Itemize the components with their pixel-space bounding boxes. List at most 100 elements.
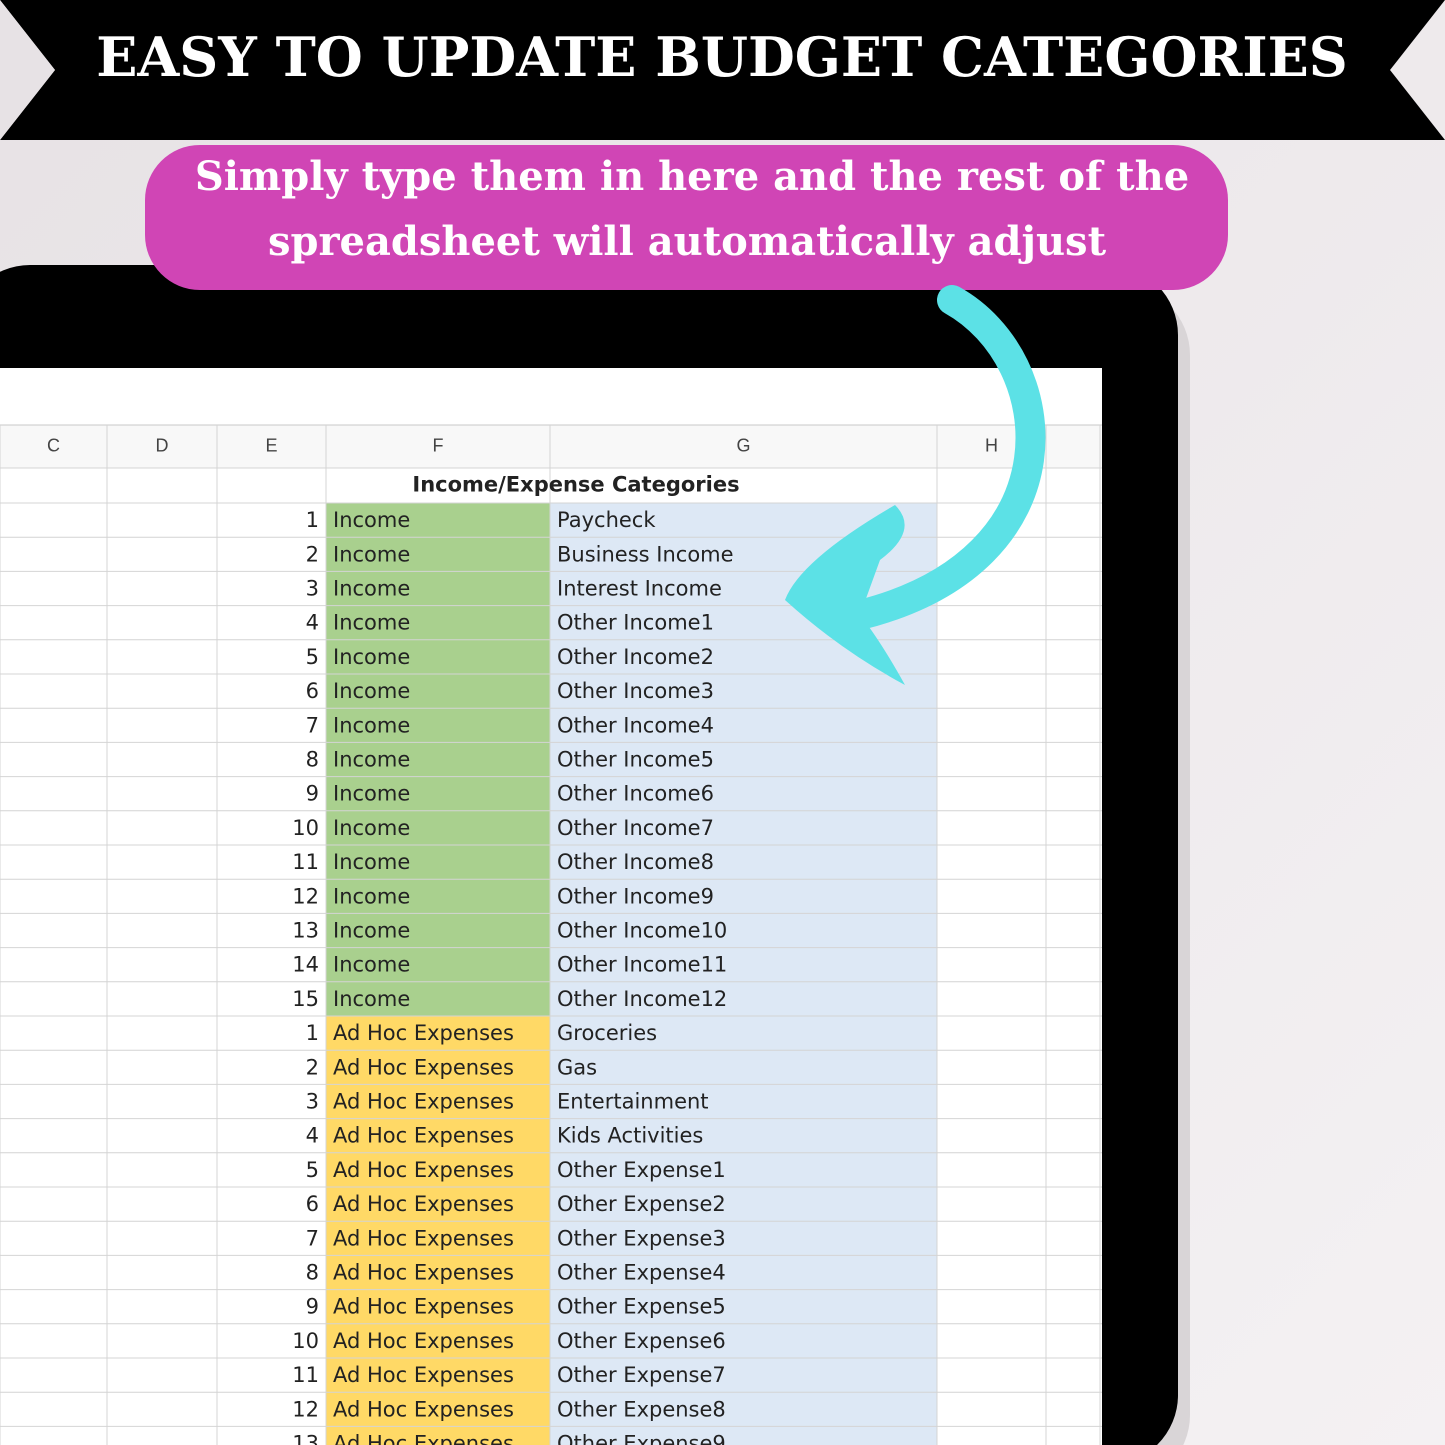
name-cell: [550, 742, 937, 777]
name-cell: [550, 1016, 937, 1051]
row-number: 9: [306, 1295, 319, 1319]
category-name: Interest Income: [557, 577, 722, 601]
category-cell: [326, 776, 550, 811]
category-cell: [326, 947, 550, 982]
row-number: 2: [306, 1055, 319, 1079]
category-name: Other Income8: [557, 850, 714, 874]
category-name: Other Expense4: [557, 1261, 726, 1285]
category-cell: [326, 674, 550, 709]
banner: [0, 0, 1445, 140]
category-cell: [326, 1152, 550, 1187]
name-cell: [550, 1118, 937, 1153]
category-cell: [326, 1289, 550, 1324]
category-cell: [326, 845, 550, 880]
category-cell: [326, 742, 550, 777]
name-cell: [550, 708, 937, 743]
category: Ad Hoc Expenses: [333, 1226, 514, 1250]
row-number: 3: [306, 577, 319, 601]
row-number: 15: [292, 987, 319, 1011]
category-name: Other Expense6: [557, 1329, 726, 1353]
callout-text: Simply type them in here and the rest of…: [195, 153, 1189, 200]
name-cell: [550, 981, 937, 1016]
column-header: F: [433, 435, 444, 455]
category-cell: [326, 1084, 550, 1119]
category-name: Other Income1: [557, 611, 714, 635]
category-name: Other Income6: [557, 782, 714, 806]
category: Income: [333, 987, 410, 1011]
row-number: 4: [306, 1124, 319, 1148]
name-cell: [550, 776, 937, 811]
row-number: 8: [306, 1261, 319, 1285]
category: Income: [333, 645, 410, 669]
category-name: Other Expense9: [557, 1432, 726, 1445]
name-cell: [550, 1289, 937, 1324]
row-number: 1: [306, 1021, 319, 1045]
column-header: H: [985, 435, 998, 455]
name-cell: [550, 1255, 937, 1290]
category-cell: [326, 571, 550, 606]
column-header: G: [736, 435, 750, 455]
row-number: 6: [306, 1192, 319, 1216]
category: Income: [333, 713, 410, 737]
category-name: Groceries: [557, 1021, 657, 1045]
category: Ad Hoc Expenses: [333, 1261, 514, 1285]
category: Ad Hoc Expenses: [333, 1363, 514, 1387]
name-cell: [550, 810, 937, 845]
category-cell: [326, 1426, 550, 1445]
name-cell: [550, 1323, 937, 1358]
category-name: Paycheck: [557, 508, 656, 532]
category: Ad Hoc Expenses: [333, 1329, 514, 1353]
category-name: Other Expense1: [557, 1158, 726, 1182]
arrow-head: [785, 505, 905, 685]
column-header-bar: [0, 425, 1102, 468]
category-cell: [326, 1221, 550, 1256]
category-name: Other Income5: [557, 748, 714, 772]
category: Ad Hoc Expenses: [333, 1090, 514, 1114]
category-cell: [326, 1050, 550, 1085]
column-header: E: [265, 435, 277, 455]
name-cell: [550, 913, 937, 948]
category: Ad Hoc Expenses: [333, 1158, 514, 1182]
name-cell: [550, 879, 937, 914]
row-number: 14: [292, 953, 319, 977]
name-cell: [550, 1358, 937, 1393]
category-name: Entertainment: [557, 1090, 709, 1114]
category-cell: [326, 639, 550, 674]
category-cell: [326, 1392, 550, 1427]
category-name: Other Income9: [557, 884, 714, 908]
name-cell: [550, 1187, 937, 1222]
name-cell: [550, 1426, 937, 1445]
callout-text: spreadsheet will automatically adjust: [268, 218, 1107, 265]
category: Ad Hoc Expenses: [333, 1397, 514, 1421]
name-cell: [550, 1152, 937, 1187]
name-cell: [550, 1050, 937, 1085]
category-cell: [326, 1323, 550, 1358]
category: Income: [333, 679, 410, 703]
category-cell: [326, 913, 550, 948]
row-number: 8: [306, 748, 319, 772]
row-number: 5: [306, 1158, 319, 1182]
category: Income: [333, 542, 410, 566]
category: Ad Hoc Expenses: [333, 1055, 514, 1079]
row-number: 12: [292, 884, 319, 908]
category: Ad Hoc Expenses: [333, 1192, 514, 1216]
banner-notch: [0, 0, 55, 140]
category-name: Business Income: [557, 542, 734, 566]
name-cell: [550, 845, 937, 880]
category-cell: [326, 879, 550, 914]
row-number: 3: [306, 1090, 319, 1114]
category-name: Other Expense3: [557, 1226, 726, 1250]
spreadsheet: C D E F G H Income/Expense Categories 1 Income Pa…: [0, 424, 1102, 1445]
row-number: 9: [306, 782, 319, 806]
row-number: 11: [292, 1363, 319, 1387]
category-cell: [326, 1118, 550, 1153]
category: Income: [333, 508, 410, 532]
row-number: 1: [306, 508, 319, 532]
category: Income: [333, 884, 410, 908]
banner-notch: [1390, 0, 1445, 140]
category-name: Other Expense7: [557, 1363, 726, 1387]
row-number: 13: [292, 1432, 319, 1445]
row-number: 13: [292, 919, 319, 943]
